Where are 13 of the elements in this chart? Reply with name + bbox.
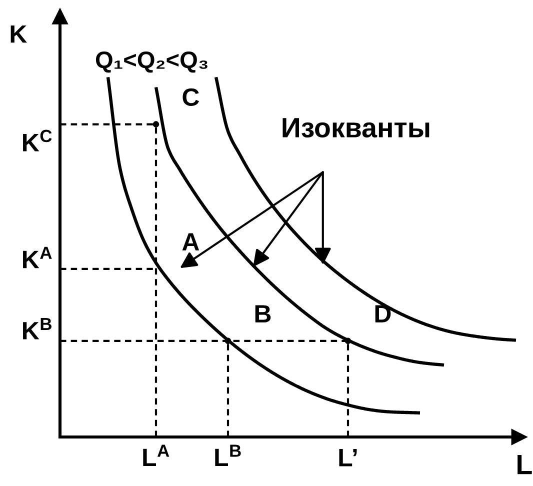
text: K$^{A}$ xyxy=(23,246,52,268)
annotation: B xyxy=(255,305,271,322)
text: Q₁<Q₂<Q₃ xyxy=(96,52,208,73)
text: K$^{C}$ xyxy=(23,130,52,152)
annotation: Изокванты xyxy=(282,118,430,138)
x-tick-label: L$^{A}$ xyxy=(143,444,170,466)
x-tick-label: L’ xyxy=(339,449,357,466)
text: K$^{B}$ xyxy=(23,318,52,340)
annotation: A xyxy=(182,233,200,250)
x-tick-label: L$^{B}$ xyxy=(215,444,241,466)
annotation: C xyxy=(182,88,200,106)
y-axis-title: K xyxy=(10,25,27,43)
x-axis-title: L xyxy=(518,454,532,474)
